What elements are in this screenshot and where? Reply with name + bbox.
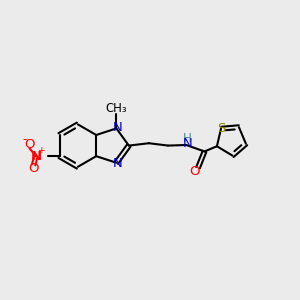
Text: +: + <box>38 146 45 155</box>
Text: H: H <box>183 132 192 145</box>
Text: N: N <box>113 121 122 134</box>
Text: N: N <box>183 137 192 150</box>
Text: S: S <box>217 122 225 135</box>
Text: O: O <box>189 165 200 178</box>
Text: O: O <box>24 139 35 152</box>
Text: N: N <box>113 158 122 170</box>
Text: CH₃: CH₃ <box>106 102 127 115</box>
Text: -: - <box>22 133 27 146</box>
Text: N: N <box>30 150 41 163</box>
Text: O: O <box>28 162 39 175</box>
